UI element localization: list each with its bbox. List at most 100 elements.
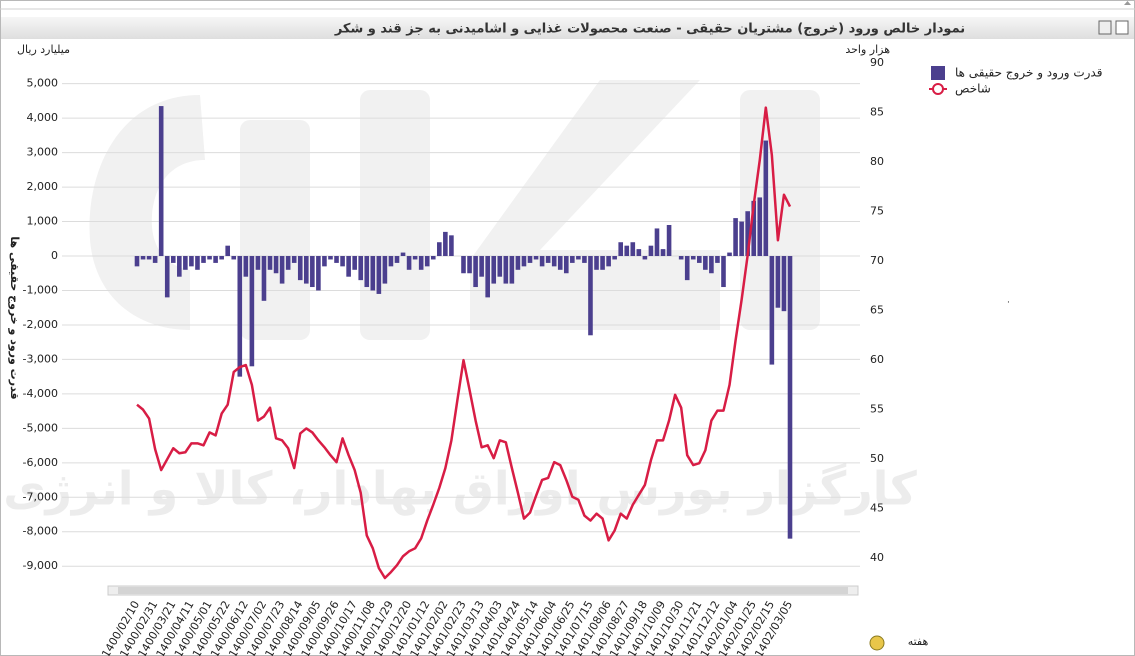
bar — [219, 256, 224, 260]
bar — [443, 231, 448, 257]
legend-swatch — [931, 66, 945, 80]
bar — [715, 256, 720, 263]
dot: . — [1007, 296, 1010, 306]
y2-tick-label: 40 — [870, 551, 884, 564]
y2-tick-label: 45 — [870, 502, 884, 515]
y-tick-label: 2,000 — [27, 180, 59, 193]
bar — [618, 242, 624, 257]
title-bar — [1, 17, 1134, 39]
bar — [557, 256, 563, 270]
bar — [751, 200, 757, 257]
bar — [261, 256, 267, 301]
bar — [177, 256, 182, 277]
bar — [697, 256, 702, 263]
y2-tick-label: 85 — [870, 106, 884, 119]
bar — [763, 140, 769, 257]
bar — [406, 256, 412, 270]
y2-tick-label: 60 — [870, 353, 884, 366]
bar — [576, 256, 581, 260]
print-icon[interactable] — [1098, 20, 1112, 35]
bar — [660, 249, 666, 257]
bar — [394, 256, 400, 263]
collapse-icon[interactable] — [1124, 1, 1131, 5]
bar — [225, 245, 230, 257]
y2-tick-label: 50 — [870, 452, 884, 465]
bar — [316, 256, 321, 291]
y-tick-label: 0 — [51, 249, 58, 262]
bar — [400, 252, 406, 257]
y2-tick-label: 80 — [870, 155, 884, 168]
bar — [551, 256, 557, 267]
bar — [207, 256, 212, 260]
bar — [243, 256, 249, 277]
bar — [346, 256, 351, 277]
chart-title: نمودار خالص ورود (خروج) مشتریان حقیقی - … — [334, 22, 965, 37]
bar — [527, 256, 533, 263]
bar — [678, 256, 684, 260]
bar — [479, 256, 484, 277]
y-tick-label: 3,000 — [27, 146, 59, 159]
bar — [690, 256, 696, 260]
bar — [467, 256, 472, 274]
export-icon[interactable] — [1115, 20, 1129, 35]
bar — [340, 256, 345, 267]
bar — [533, 256, 539, 260]
bar — [563, 256, 569, 274]
bar — [654, 228, 660, 257]
bar — [703, 256, 708, 270]
bar — [255, 256, 261, 270]
bar — [721, 256, 726, 288]
scrollbar-thumb[interactable] — [118, 587, 848, 594]
bar — [739, 221, 744, 257]
bar — [189, 256, 194, 267]
bar — [146, 256, 152, 260]
bar — [503, 256, 509, 284]
y-tick-label: 1,000 — [27, 215, 59, 228]
bar — [213, 256, 218, 263]
bar — [424, 256, 430, 267]
bar — [231, 256, 237, 260]
bar — [473, 256, 478, 288]
bar — [757, 197, 763, 257]
bar — [418, 256, 424, 270]
bar — [509, 256, 515, 284]
y-tick-label: -7,000 — [23, 490, 58, 503]
bar — [310, 256, 315, 288]
bar — [170, 256, 176, 263]
y-tick-label: -5,000 — [23, 421, 58, 434]
bar — [539, 256, 545, 267]
bar — [249, 256, 255, 367]
bar — [636, 249, 642, 257]
bar — [648, 245, 654, 257]
bar — [588, 256, 593, 336]
y-tick-label: 4,000 — [27, 111, 59, 124]
bar — [775, 256, 781, 308]
y-tick-label: -4,000 — [23, 387, 58, 400]
bar — [709, 256, 714, 274]
y-tick-label: -1,000 — [23, 283, 58, 296]
bar — [666, 224, 672, 257]
bar — [267, 256, 273, 270]
bar — [237, 256, 243, 377]
bar — [388, 256, 394, 267]
bar — [352, 256, 357, 270]
legend-label: شاخص — [955, 82, 991, 97]
bar — [279, 256, 285, 284]
bar — [787, 256, 793, 539]
bar — [322, 256, 327, 267]
bar — [745, 211, 750, 257]
refresh-icon[interactable] — [869, 635, 885, 651]
bar — [140, 256, 146, 260]
legend-swatch — [932, 83, 944, 95]
bar — [364, 256, 370, 288]
bar — [437, 242, 442, 257]
bar — [781, 256, 787, 312]
bar — [630, 242, 636, 257]
bar — [570, 256, 575, 263]
y-tick-label: -2,000 — [23, 318, 58, 331]
bar — [412, 256, 418, 260]
bar — [449, 235, 454, 257]
bar — [291, 256, 297, 263]
bar — [624, 245, 630, 257]
